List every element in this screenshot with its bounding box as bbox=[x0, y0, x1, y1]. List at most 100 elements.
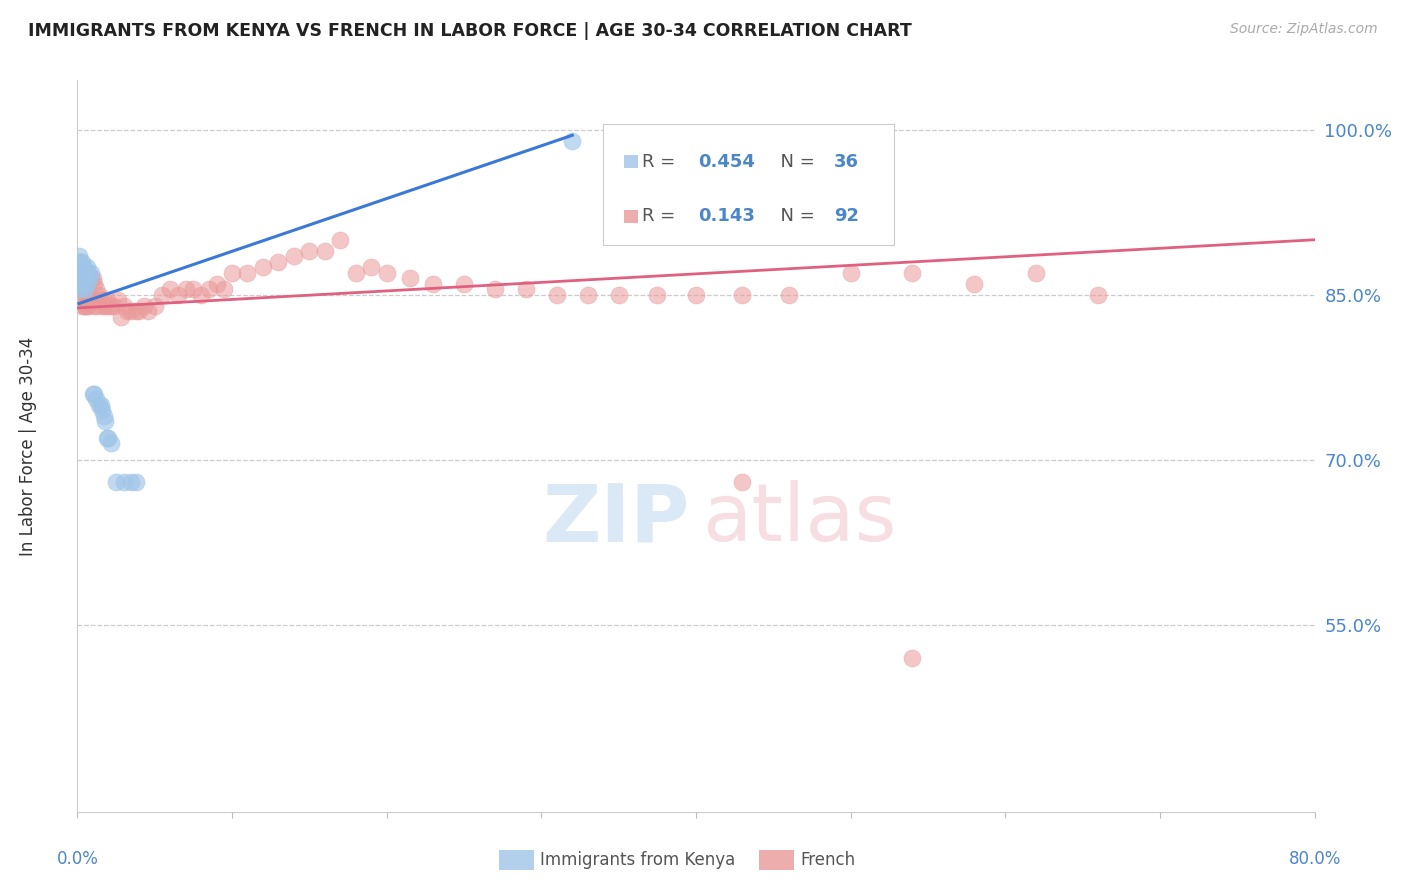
Point bbox=[67, 266, 90, 280]
Point bbox=[283, 249, 305, 263]
Point bbox=[72, 266, 94, 280]
Point bbox=[731, 475, 754, 489]
Point bbox=[91, 299, 114, 313]
Point bbox=[72, 299, 94, 313]
Point bbox=[82, 293, 104, 308]
Bar bbox=[624, 210, 637, 223]
Point bbox=[422, 277, 444, 291]
Point bbox=[110, 310, 132, 324]
Point bbox=[1087, 287, 1109, 301]
Point bbox=[69, 293, 91, 308]
Point bbox=[77, 266, 100, 280]
Point bbox=[82, 386, 104, 401]
Point bbox=[105, 475, 128, 489]
Point bbox=[69, 271, 91, 285]
Point bbox=[75, 266, 96, 280]
Text: atlas: atlas bbox=[702, 480, 897, 558]
Point bbox=[484, 282, 506, 296]
Point bbox=[79, 271, 101, 285]
Point bbox=[72, 282, 94, 296]
Text: 92: 92 bbox=[834, 207, 859, 226]
Text: IMMIGRANTS FROM KENYA VS FRENCH IN LABOR FORCE | AGE 30-34 CORRELATION CHART: IMMIGRANTS FROM KENYA VS FRENCH IN LABOR… bbox=[28, 22, 912, 40]
Point bbox=[159, 282, 181, 296]
Point bbox=[344, 266, 367, 280]
Point bbox=[221, 266, 243, 280]
Point bbox=[647, 287, 669, 301]
Point bbox=[70, 266, 93, 280]
Point bbox=[83, 299, 105, 313]
Point bbox=[72, 277, 94, 291]
Point bbox=[76, 260, 98, 275]
Point bbox=[69, 254, 91, 268]
Point bbox=[731, 287, 754, 301]
Point bbox=[963, 277, 986, 291]
Text: 0.0%: 0.0% bbox=[56, 850, 98, 868]
Point bbox=[76, 277, 98, 291]
Point bbox=[121, 475, 143, 489]
FancyBboxPatch shape bbox=[603, 124, 894, 245]
Point bbox=[100, 299, 122, 313]
Point bbox=[607, 287, 630, 301]
Point bbox=[72, 260, 94, 275]
Point bbox=[69, 282, 91, 296]
Point bbox=[67, 260, 90, 275]
Point bbox=[107, 293, 129, 308]
Point bbox=[76, 266, 98, 280]
Point bbox=[91, 403, 114, 417]
Point bbox=[83, 277, 105, 291]
Point bbox=[112, 475, 135, 489]
Point bbox=[76, 299, 98, 313]
Point bbox=[360, 260, 382, 275]
Text: N =: N = bbox=[769, 153, 821, 171]
Text: ZIP: ZIP bbox=[543, 480, 690, 558]
Point bbox=[174, 282, 197, 296]
Point bbox=[205, 277, 228, 291]
Point bbox=[84, 282, 107, 296]
Text: 0.454: 0.454 bbox=[697, 153, 755, 171]
Point bbox=[87, 287, 110, 301]
Point bbox=[79, 293, 101, 308]
Point bbox=[70, 266, 93, 280]
Text: R =: R = bbox=[643, 153, 681, 171]
Point bbox=[375, 266, 398, 280]
Point bbox=[67, 277, 90, 291]
Point bbox=[90, 293, 112, 308]
Point bbox=[167, 287, 190, 301]
Text: French: French bbox=[800, 851, 855, 869]
Point bbox=[236, 266, 259, 280]
Point bbox=[80, 266, 103, 280]
Point bbox=[77, 299, 100, 313]
Point bbox=[96, 431, 118, 445]
Point bbox=[97, 431, 120, 445]
Point bbox=[128, 304, 150, 318]
Text: 80.0%: 80.0% bbox=[1288, 850, 1341, 868]
Point bbox=[67, 266, 90, 280]
Point bbox=[252, 260, 274, 275]
Point bbox=[70, 254, 93, 268]
Point bbox=[214, 282, 236, 296]
Text: Immigrants from Kenya: Immigrants from Kenya bbox=[540, 851, 735, 869]
Point bbox=[901, 266, 924, 280]
Point bbox=[183, 282, 205, 296]
Point bbox=[79, 271, 101, 285]
Point bbox=[80, 293, 103, 308]
Point bbox=[138, 304, 160, 318]
Text: In Labor Force | Age 30-34: In Labor Force | Age 30-34 bbox=[18, 336, 37, 556]
Point bbox=[75, 271, 96, 285]
Point bbox=[778, 287, 800, 301]
Point bbox=[190, 287, 212, 301]
Point bbox=[75, 266, 96, 280]
Point bbox=[87, 398, 110, 412]
Point bbox=[143, 299, 166, 313]
Point bbox=[93, 293, 115, 308]
Point bbox=[329, 233, 352, 247]
Point bbox=[75, 299, 96, 313]
Point bbox=[76, 277, 98, 291]
Point bbox=[152, 287, 174, 301]
Point bbox=[561, 134, 583, 148]
Text: Source: ZipAtlas.com: Source: ZipAtlas.com bbox=[1230, 22, 1378, 37]
Text: 36: 36 bbox=[834, 153, 859, 171]
Point bbox=[70, 271, 93, 285]
Point bbox=[72, 277, 94, 291]
Point bbox=[399, 271, 422, 285]
